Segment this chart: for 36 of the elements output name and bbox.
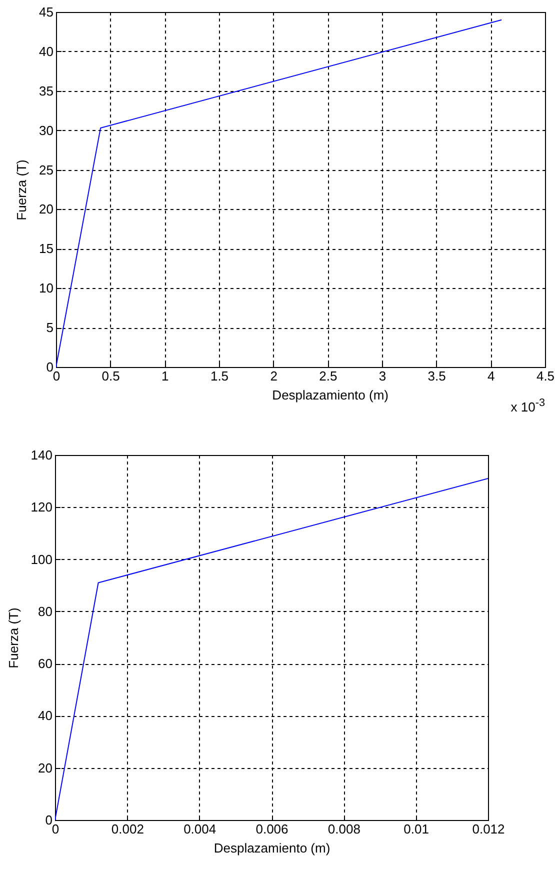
x-tick-label: 4	[488, 368, 495, 384]
x-tick-label: 2.5	[319, 368, 338, 384]
y-tick-label: 20	[38, 760, 52, 776]
y-tick-label: 20	[39, 202, 54, 217]
x-tick-label: 0.006	[256, 822, 288, 836]
y-tick-label: 5	[46, 320, 54, 336]
x-tick-label: 0.5	[102, 368, 120, 384]
y-tick-label: 35	[39, 83, 54, 98]
y-tick-label: 100	[30, 552, 52, 567]
y-tick-label: 15	[39, 241, 54, 256]
x-tick-label: 2	[270, 368, 278, 384]
x-tick-label: 1.5	[210, 368, 229, 384]
y-tick-label: 40	[39, 44, 54, 59]
text: x 10$^{-3}$	[510, 397, 545, 414]
y-tick-label: 10	[39, 280, 54, 296]
x-tick-label: 0.008	[328, 822, 360, 836]
y-axis-title: Fuerza (T)	[6, 608, 21, 668]
x-tick-label: 0.012	[472, 822, 505, 836]
x-axis-title: Desplazamiento (m)	[214, 840, 330, 856]
x-tick-label: 4.5	[536, 368, 555, 384]
y-tick-label: 25	[39, 162, 54, 178]
y-axis-title: Fuerza (T)	[14, 160, 30, 220]
x-tick-label: 1	[162, 368, 169, 384]
x-tick-label: 0.01	[404, 822, 429, 836]
y-tick-label: 45	[39, 4, 54, 20]
x-tick-label: 0.004	[184, 822, 216, 836]
y-tick-label: 60	[38, 656, 52, 672]
y-tick-label: 40	[38, 708, 52, 724]
x-tick-label: 0.002	[111, 822, 144, 836]
y-tick-label: 30	[39, 122, 54, 138]
x-tick-label: 3.5	[428, 368, 446, 384]
y-tick-label: 80	[38, 604, 52, 619]
y-tick-label: 120	[30, 500, 52, 515]
x-axis-title: Desplazamiento (m)	[272, 388, 389, 402]
x-tick-label: 3	[378, 368, 386, 384]
y-tick-label: 140	[30, 448, 52, 462]
